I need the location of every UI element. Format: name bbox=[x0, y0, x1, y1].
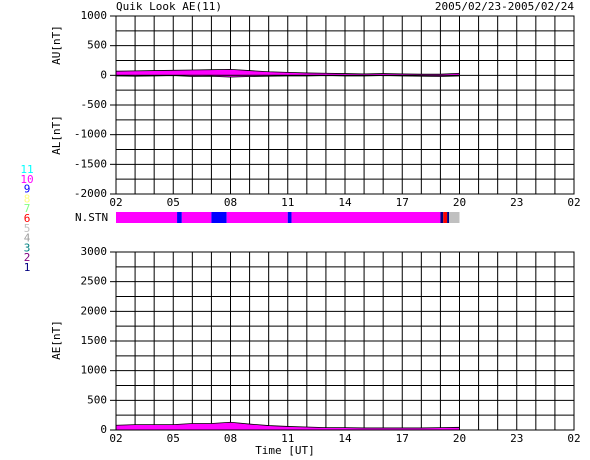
area bbox=[115, 68, 460, 76]
legend-entry: 9 bbox=[24, 183, 31, 196]
legend-entry: 6 bbox=[24, 212, 31, 225]
y-tick-label: -1000 bbox=[74, 128, 107, 141]
station-segment bbox=[226, 212, 288, 223]
y-tick-label: 2500 bbox=[81, 275, 108, 288]
x-axis-label: Time [UT] bbox=[255, 444, 315, 457]
x-tick-label: 20 bbox=[453, 196, 466, 209]
y-tick-label: 500 bbox=[87, 39, 107, 52]
y-tick-label: -2000 bbox=[74, 187, 107, 200]
x-tick-label: 08 bbox=[224, 196, 237, 209]
chart-title: Quik Look AE(11) bbox=[116, 0, 222, 13]
plot-frame bbox=[115, 251, 575, 431]
y-axis-label: AE[nT] bbox=[50, 320, 63, 360]
station-segment bbox=[449, 212, 460, 223]
station-segment bbox=[443, 212, 448, 223]
station-label: N.STN bbox=[75, 211, 108, 224]
legend-entry: 3 bbox=[24, 241, 31, 254]
y-tick-label: 2000 bbox=[81, 304, 108, 317]
y-tick-label: 0 bbox=[100, 423, 107, 436]
station-segment bbox=[177, 212, 182, 223]
area bbox=[115, 421, 460, 431]
y-tick-label: 3000 bbox=[81, 245, 108, 258]
x-tick-label: 02 bbox=[567, 432, 580, 445]
y-axis-label: AU[nT] bbox=[50, 25, 63, 65]
legend-entry: 5 bbox=[24, 222, 31, 235]
legend-entry: 4 bbox=[24, 232, 31, 245]
station-segment bbox=[116, 212, 178, 223]
station-segment bbox=[440, 212, 444, 223]
x-tick-label: 02 bbox=[109, 196, 122, 209]
date-range: 2005/02/23-2005/02/24 bbox=[435, 0, 574, 13]
legend-entry: 7 bbox=[24, 202, 31, 215]
x-tick-label: 14 bbox=[338, 196, 352, 209]
y-tick-label: 1000 bbox=[81, 9, 108, 22]
x-tick-label: 20 bbox=[453, 432, 466, 445]
x-tick-label: 11 bbox=[281, 432, 294, 445]
legend-entry: 11 bbox=[20, 163, 33, 176]
y-tick-label: -500 bbox=[81, 98, 108, 111]
x-tick-label: 08 bbox=[224, 432, 237, 445]
legend-entry: 1 bbox=[24, 261, 31, 274]
y-tick-label: 1500 bbox=[81, 334, 108, 347]
x-tick-label: 02 bbox=[567, 196, 580, 209]
x-tick-label: 11 bbox=[281, 196, 294, 209]
area bbox=[115, 74, 460, 78]
plot-frame bbox=[115, 15, 575, 195]
station-segment bbox=[291, 212, 441, 223]
x-tick-label: 17 bbox=[396, 432, 409, 445]
x-tick-label: 17 bbox=[396, 196, 409, 209]
legend-entry: 10 bbox=[20, 173, 33, 186]
x-tick-label: 05 bbox=[167, 432, 180, 445]
y-tick-label: 0 bbox=[100, 68, 107, 81]
x-tick-label: 14 bbox=[338, 432, 352, 445]
y-axis-label: AL[nT] bbox=[50, 115, 63, 155]
x-tick-label: 23 bbox=[510, 196, 523, 209]
legend-entry: 2 bbox=[24, 251, 31, 264]
station-segment bbox=[287, 212, 292, 223]
y-tick-label: 1000 bbox=[81, 364, 108, 377]
legend-entry: 8 bbox=[24, 192, 31, 205]
y-tick-label: -1500 bbox=[74, 157, 107, 170]
station-segment bbox=[447, 212, 450, 223]
station-segment bbox=[181, 212, 212, 223]
x-tick-label: 02 bbox=[109, 432, 122, 445]
station-segment bbox=[211, 212, 227, 223]
y-tick-label: 500 bbox=[87, 393, 107, 406]
x-tick-label: 05 bbox=[167, 196, 180, 209]
x-tick-label: 23 bbox=[510, 432, 523, 445]
